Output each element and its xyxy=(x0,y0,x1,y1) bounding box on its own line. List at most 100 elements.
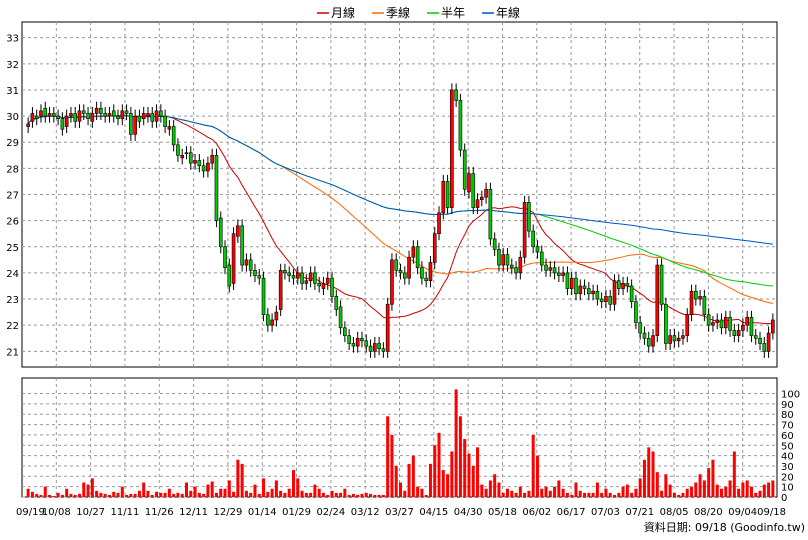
volume-bar xyxy=(296,478,300,497)
candle-body xyxy=(420,267,424,279)
candle-body xyxy=(689,290,694,316)
volume-bar xyxy=(347,494,351,497)
candle-body xyxy=(497,249,501,266)
candle-body xyxy=(364,340,369,347)
candle-body xyxy=(488,188,493,240)
volume-bar xyxy=(274,480,278,497)
volume-bar xyxy=(292,470,295,497)
volume-bar xyxy=(52,495,56,497)
volume-bar xyxy=(381,494,385,497)
date-tick-label: 10/08 xyxy=(42,507,71,518)
volume-bar xyxy=(65,488,69,497)
legend: 月線 季線 半年 年線 xyxy=(317,5,520,20)
candle-body xyxy=(146,113,150,117)
candle-body xyxy=(706,314,711,326)
volume-bar xyxy=(137,490,141,497)
candle-body xyxy=(659,264,664,305)
volume-bar xyxy=(702,480,706,497)
price-tick-label: 27 xyxy=(6,191,19,202)
volume-bar xyxy=(287,488,291,497)
candle-body xyxy=(60,118,65,130)
volume-bar xyxy=(125,494,129,497)
candle-body xyxy=(771,319,775,334)
price-tick-label: 33 xyxy=(6,34,19,45)
price-gridlines xyxy=(21,21,778,368)
candle-body xyxy=(227,264,232,287)
candle-body xyxy=(646,337,651,347)
candle-body xyxy=(475,199,480,208)
volume-bar xyxy=(446,474,450,497)
volume-bar xyxy=(476,447,480,497)
volume-bar xyxy=(510,490,514,497)
candle-body xyxy=(244,259,249,266)
volume-bar xyxy=(262,478,266,497)
candle-body xyxy=(330,277,334,297)
candle-body xyxy=(484,188,488,198)
volume-bar xyxy=(326,494,330,497)
candle-body xyxy=(300,272,304,284)
volume-bar xyxy=(497,482,501,497)
volume-bar xyxy=(741,482,745,497)
volume-tick-label: 70 xyxy=(781,421,794,432)
volume-bar xyxy=(570,494,574,497)
candle-body xyxy=(30,113,35,122)
candle-body xyxy=(295,272,300,279)
volume-bar xyxy=(471,465,475,497)
candle-body xyxy=(467,173,471,193)
candle-body xyxy=(454,89,458,101)
date-tick-label: 11/11 xyxy=(111,507,140,518)
candle-body xyxy=(694,290,698,300)
volume-bar xyxy=(240,463,244,497)
volume-bar xyxy=(467,453,471,497)
candle-body xyxy=(214,154,219,221)
volume-bar xyxy=(206,484,210,497)
volume-tick-label: 100 xyxy=(781,390,800,401)
volume-bar xyxy=(39,494,43,497)
volume-bar xyxy=(150,494,154,497)
candle-body xyxy=(591,290,595,295)
candle-body xyxy=(402,272,407,279)
price-tick-label: 22 xyxy=(6,321,19,332)
volume-tick-label: 0 xyxy=(781,493,787,504)
volume-bar xyxy=(403,490,407,497)
legend-label-1: 季線 xyxy=(386,5,410,20)
volume-bar xyxy=(737,488,741,497)
volume-bar xyxy=(591,492,595,497)
volume-bar xyxy=(506,488,509,497)
legend-label-3: 年線 xyxy=(496,5,520,20)
volume-bar xyxy=(257,493,261,497)
volume-tick-label: 50 xyxy=(781,441,794,452)
candle-body xyxy=(501,254,506,266)
volume-bar xyxy=(762,484,766,497)
volume-tick-label: 30 xyxy=(781,462,794,473)
date-tick-label: 06/17 xyxy=(557,507,586,518)
volume-bar xyxy=(720,488,723,497)
volume-bar xyxy=(677,494,681,497)
date-tick-label: 04/30 xyxy=(454,507,483,518)
volume-bar xyxy=(411,455,415,497)
volume-bar xyxy=(155,491,159,497)
price-tick-label: 28 xyxy=(6,164,19,175)
volume-tick-label: 20 xyxy=(781,472,794,483)
volume-bar xyxy=(223,488,227,497)
candle-body xyxy=(621,283,625,289)
volume-bar xyxy=(574,482,578,497)
candle-body xyxy=(52,113,56,117)
candle-body xyxy=(450,89,454,208)
candle-body xyxy=(159,110,163,117)
volume-bar xyxy=(202,493,206,497)
candle-body xyxy=(561,272,565,276)
volume-bar xyxy=(86,484,90,497)
volume-tick-label: 60 xyxy=(781,431,794,442)
volume-bar xyxy=(715,484,719,497)
date-tick-label: 10/27 xyxy=(76,507,105,518)
volume-bar xyxy=(437,432,441,497)
volume-bar xyxy=(321,492,325,497)
candle-body xyxy=(604,296,608,302)
volume-tick-label: 40 xyxy=(781,452,794,463)
candle-body xyxy=(527,202,531,232)
candle-body xyxy=(176,144,180,156)
volume-bar xyxy=(334,492,338,497)
